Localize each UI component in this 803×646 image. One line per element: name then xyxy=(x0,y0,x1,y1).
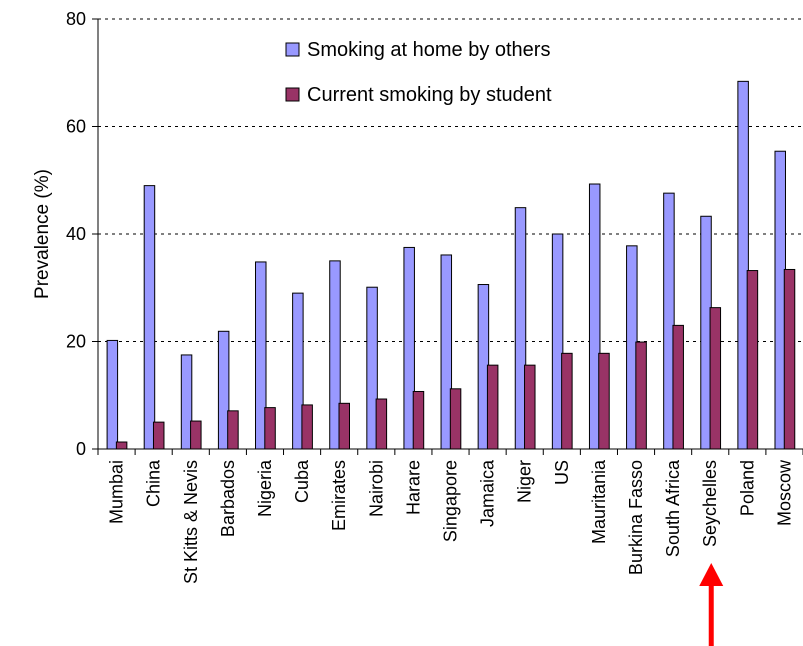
y-tick-label: 60 xyxy=(66,117,86,137)
y-tick-label: 80 xyxy=(66,9,86,29)
x-tick-label: Mauritania xyxy=(589,459,609,544)
x-tick-label: Nairobi xyxy=(366,460,386,517)
y-tick-label: 40 xyxy=(66,224,86,244)
x-tick-label: China xyxy=(144,459,164,507)
x-tick-label: Harare xyxy=(403,460,423,515)
y-tick-label: 0 xyxy=(76,439,86,459)
y-tick-label: 20 xyxy=(66,332,86,352)
legend-swatch xyxy=(285,42,300,57)
x-tick-label: Burkina Fasso xyxy=(626,460,646,575)
bar-student xyxy=(635,341,647,450)
bar-student xyxy=(561,352,573,450)
bar-home xyxy=(106,339,119,450)
x-tick-label: Niger xyxy=(515,460,535,503)
legend-swatch xyxy=(285,87,300,102)
x-tick-label: Barbados xyxy=(218,460,238,537)
bar-student xyxy=(412,390,425,450)
bar-student xyxy=(115,441,128,450)
arrow-head xyxy=(699,563,724,586)
x-tick-label: Mumbai xyxy=(107,460,127,524)
bar-student xyxy=(375,398,388,450)
x-tick-label: St Kitts & Nevis xyxy=(181,460,201,584)
bar-student xyxy=(449,388,462,450)
bar-student xyxy=(598,352,610,450)
x-tick-label: Cuba xyxy=(292,459,312,503)
bar-student xyxy=(338,402,350,450)
x-tick-label: Moscow xyxy=(774,459,794,526)
bar-student xyxy=(672,324,684,450)
bar-student xyxy=(190,420,202,450)
bar-home xyxy=(143,185,156,450)
bar-student xyxy=(264,407,276,450)
y-axis-title: Prevalence (%) xyxy=(32,169,53,299)
axes xyxy=(92,18,803,455)
bars xyxy=(106,80,796,450)
bar-student xyxy=(486,364,499,450)
x-tick-label: Nigeria xyxy=(255,459,275,517)
x-tick-label: US xyxy=(552,460,572,485)
bar-student xyxy=(152,421,165,450)
x-tick-label: Poland xyxy=(737,460,757,516)
legend: Smoking at home by others Current smoking… xyxy=(285,39,552,106)
legend-label: Smoking at home by others xyxy=(307,39,550,61)
x-tick-labels: Mumbai China St Kitts & Nevis Barbados Niger… xyxy=(107,459,795,584)
bar-student xyxy=(227,410,239,450)
y-tick-labels: 0 20 40 60 80 xyxy=(66,9,86,459)
x-tick-label: Seychelles xyxy=(700,460,720,547)
x-tick-label: Emirates xyxy=(329,460,349,531)
x-tick-label: Jamaica xyxy=(478,459,498,527)
bar-student xyxy=(524,364,536,450)
x-tick-label: South Africa xyxy=(663,459,683,557)
legend-label: Current smoking by student xyxy=(307,84,552,106)
bar-student xyxy=(746,270,759,450)
bar-student xyxy=(301,404,313,450)
highlight-arrow xyxy=(699,563,724,646)
bar-student xyxy=(709,307,722,450)
x-tick-label: Singapore xyxy=(441,460,461,542)
bar-student xyxy=(783,268,796,450)
